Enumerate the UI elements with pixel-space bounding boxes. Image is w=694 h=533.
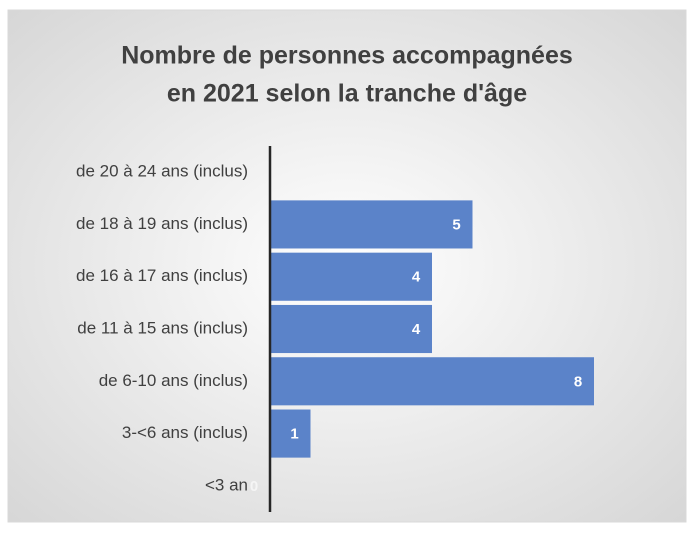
y-tick-label: de 18 à 19 ans (inclus) [76, 214, 248, 233]
y-tick-label: 3-<6 ans (inclus) [122, 423, 248, 442]
bar [270, 304, 432, 354]
data-label: 0 [250, 478, 258, 495]
chart-title: en 2021 selon la tranche d'âge [167, 80, 527, 108]
y-tick-label: <3 an [205, 475, 248, 494]
data-label: 4 [412, 321, 421, 338]
y-tick-label: de 11 à 15 ans (inclus) [77, 318, 248, 337]
bar [270, 357, 594, 406]
data-label: 1 [290, 426, 298, 443]
bar [270, 252, 432, 301]
data-label: 4 [412, 269, 421, 286]
y-tick-label: de 6-10 ans (inclus) [99, 371, 248, 390]
data-label: 8 [574, 373, 582, 390]
data-label: 5 [452, 216, 460, 233]
y-tick-label: de 16 à 17 ans (inclus) [76, 266, 248, 285]
y-tick-label: de 20 à 24 ans (inclus) [76, 162, 248, 181]
chart-title: Nombre de personnes accompagnées [121, 42, 573, 70]
bar [270, 200, 473, 249]
bar [270, 409, 311, 458]
